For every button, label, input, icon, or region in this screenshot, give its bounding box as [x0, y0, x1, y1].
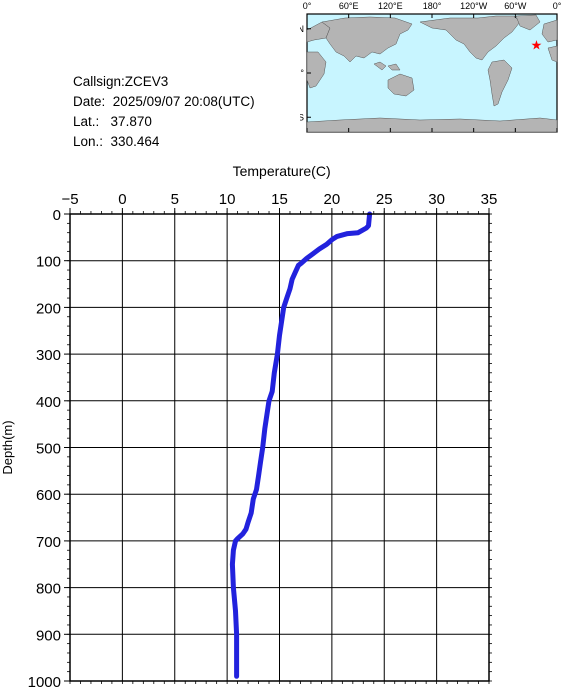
y-tick-label: 400 — [36, 394, 61, 411]
lon-row: Lon.: 330.464 — [73, 132, 255, 152]
lon-value: 330.464 — [110, 134, 160, 149]
map-lat-labels: 60°N 0° 60°S — [284, 24, 305, 123]
map-lon-tick-label: 60°E — [339, 1, 359, 11]
map-land — [306, 14, 558, 133]
x-tick-labels: −5 0 5 10 15 20 25 30 35 — [61, 191, 497, 208]
lat-label: Lat.: — [73, 114, 100, 129]
y-tick-label: 600 — [36, 487, 61, 504]
y-tick-label: 1000 — [28, 674, 61, 690]
callsign-text: Callsign:ZCEV3 — [73, 74, 169, 89]
map-ticks — [306, 14, 558, 132]
chart-minor-ticks — [64, 208, 492, 684]
landmass-se-asia — [373, 61, 401, 71]
y-tick-label: 0 — [53, 207, 61, 224]
landmass-australia — [387, 73, 415, 97]
map-lat-tick-label: 0° — [300, 68, 304, 78]
map-lon-labels: 0° 60°E 120°E 180° 120°W 60°W 0° — [303, 1, 562, 11]
date-value: 2025/09/07 20:08(UTC) — [112, 94, 255, 109]
landmass-south-america — [487, 59, 513, 107]
profile-info: Callsign:ZCEV3 Date: 2025/09/07 20:08(UT… — [73, 72, 255, 152]
x-tick-label: 35 — [481, 191, 498, 208]
map-lat-tick-label: 60°N — [300, 24, 304, 34]
landmass-asia — [321, 16, 413, 63]
y-axis-label: Depth(m) — [0, 420, 15, 474]
map-lon-tick-label: 120°W — [460, 1, 488, 11]
date-label: Date: — [73, 94, 106, 109]
temperature-profile-line — [229, 211, 373, 679]
lon-label: Lon.: — [73, 134, 104, 149]
y-tick-label: 100 — [36, 254, 61, 271]
x-tick-label: 25 — [376, 191, 393, 208]
y-tick-label: 300 — [36, 347, 61, 364]
location-map: 0° 60°E 120°E 180° 120°W 60°W 0° 60°N 0° 60°S ★ — [284, 0, 564, 140]
landmass-north-america — [419, 15, 521, 61]
date-row: Date: 2025/09/07 20:08(UTC) — [73, 92, 255, 112]
map-lon-tick-label: 120°E — [378, 1, 403, 11]
location-star-icon: ★ — [531, 38, 543, 53]
y-tick-label: 200 — [36, 300, 61, 317]
y-tick-label: 900 — [36, 627, 61, 644]
x-tick-label: −5 — [61, 191, 78, 208]
y-tick-label: 800 — [36, 581, 61, 598]
lat-row: Lat.: 37.870 — [73, 112, 255, 132]
x-tick-label: 0 — [118, 191, 126, 208]
x-axis-label: Temperature(C) — [233, 163, 331, 179]
lat-value: 37.870 — [110, 114, 152, 129]
plot-frame — [69, 213, 490, 682]
x-tick-label: 20 — [324, 191, 341, 208]
x-tick-label: 10 — [219, 191, 236, 208]
y-tick-label: 700 — [36, 534, 61, 551]
world-map: 0° 60°E 120°E 180° 120°W 60°W 0° 60°N 0° 60°S ★ — [284, 1, 562, 133]
landmass-europe-east-edge — [541, 19, 558, 63]
chart-svg: −5 0 5 10 15 20 25 30 35 01002003004005006007008… — [0, 163, 497, 691]
map-lon-tick-label: 0° — [553, 1, 562, 11]
landmass-greenland — [515, 14, 541, 31]
chart-grid — [69, 213, 490, 682]
x-tick-label: 30 — [428, 191, 445, 208]
map-lon-tick-label: 0° — [303, 1, 312, 11]
x-tick-label: 5 — [171, 191, 179, 208]
y-tick-label: 500 — [36, 441, 61, 458]
map-lat-tick-label: 60°S — [300, 112, 304, 122]
temperature-depth-chart: −5 0 5 10 15 20 25 30 35 0 100 200 300 400 500 600 700 8… — [0, 155, 564, 695]
y-tick-labels: 0 100 200 300 400 500 600 700 800 900 1000 — [28, 207, 61, 691]
x-tick-label: 15 — [271, 191, 288, 208]
map-lon-tick-label: 60°W — [504, 1, 527, 11]
map-lon-tick-label: 180° — [423, 1, 442, 11]
